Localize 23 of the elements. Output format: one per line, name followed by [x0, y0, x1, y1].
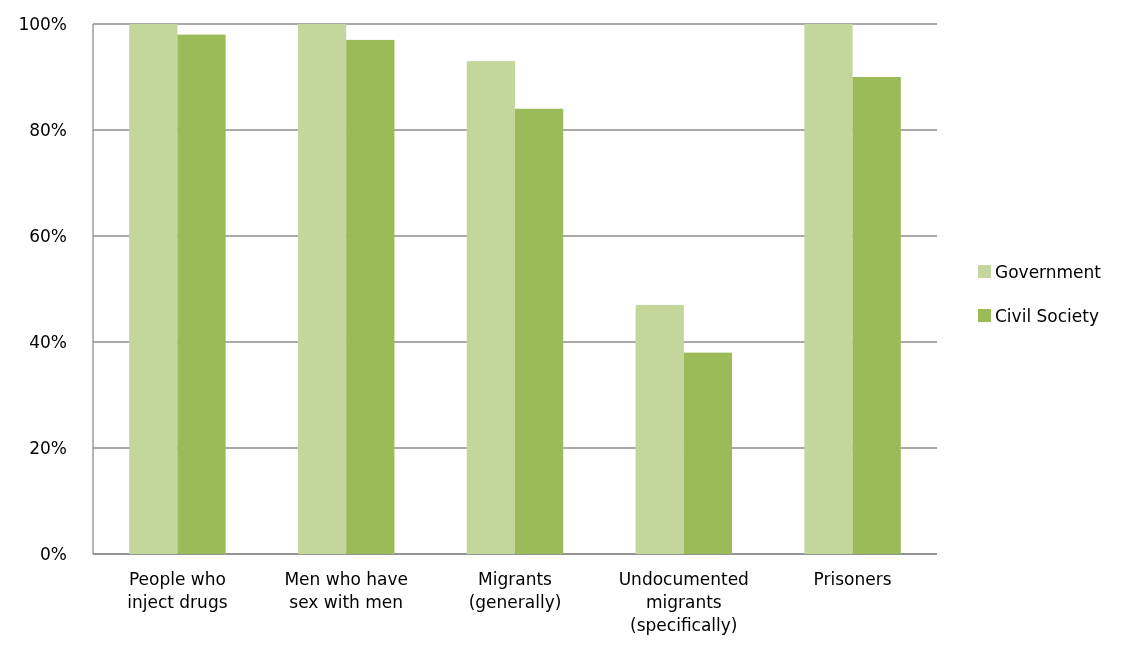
bar	[177, 34, 226, 554]
x-tick-label: People who inject drugs	[127, 569, 228, 612]
bar	[129, 24, 178, 554]
x-tick-label: Undocumented migrants (specifically)	[618, 569, 749, 635]
bar	[515, 108, 564, 554]
x-tick-label: Men who have sex with men	[284, 569, 408, 612]
x-tick-label: Prisoners	[813, 569, 892, 589]
bar	[346, 39, 395, 554]
y-tick-label: 100%	[18, 13, 67, 34]
bar	[852, 77, 901, 554]
legend-label: Government	[995, 261, 1102, 282]
bar	[804, 24, 853, 554]
legend-label: Civil Society	[995, 305, 1099, 326]
bar	[683, 352, 733, 554]
bar	[297, 24, 347, 554]
y-tick-label: 80%	[29, 119, 67, 140]
y-tick-label: 20%	[29, 437, 67, 458]
y-tick-label: 40%	[29, 331, 67, 352]
y-tick-label: 0%	[40, 543, 67, 564]
y-tick-label: 60%	[29, 225, 67, 246]
bar	[466, 61, 515, 554]
bar	[635, 304, 684, 554]
x-tick-label: Migrants (generally)	[468, 569, 562, 612]
